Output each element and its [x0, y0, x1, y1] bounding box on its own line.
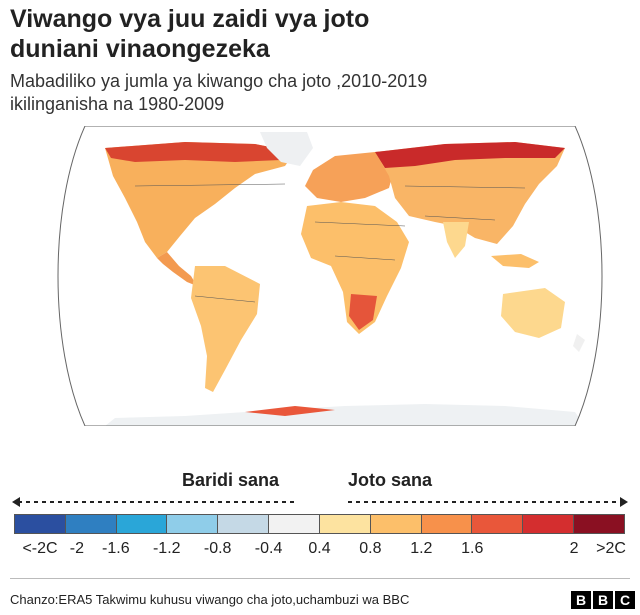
footer-divider [10, 578, 630, 579]
landmass-asia [375, 142, 565, 244]
legend-swatch [523, 515, 575, 533]
legend-swatch [116, 515, 168, 533]
legend-tick-label: -2 [69, 540, 85, 557]
landmass-africa [301, 202, 409, 334]
map-outline [57, 126, 603, 426]
world-temperature-map [57, 126, 603, 426]
legend-tick-label: 1.2 [410, 540, 433, 557]
legend-tick-label: 1.6 [461, 540, 484, 557]
landmass-southern-africa-hotspot [349, 294, 377, 330]
landmass-australia [501, 288, 565, 338]
legend-swatch [15, 515, 66, 533]
subtitle-line-1: Mabadiliko ya jumla ya kiwango cha joto … [10, 71, 428, 91]
legend-swatch [218, 515, 270, 533]
title-line-2: duniani vinaongezeka [10, 35, 270, 63]
country-borders [134, 183, 526, 303]
landmass-europe [305, 152, 395, 202]
landmass-india [443, 222, 469, 258]
legend-tick-label: -0.8 [203, 540, 232, 557]
legend-hot-label: Joto sana [348, 470, 433, 490]
legend-swatch [370, 515, 422, 533]
source-note: Chanzo:ERA5 Takwimu kuhusu viwango cha j… [10, 592, 410, 607]
legend-tick-labels: <-2C -2 -1.6 -1.2 -0.8 -0.4 0.4 0.8 1.2 1.6 2 >2C [0, 540, 640, 560]
landmass-north-america [105, 142, 295, 258]
landmass-new-zealand [573, 334, 585, 352]
bbc-logo-letter: C [615, 591, 635, 609]
legend-swatch [472, 515, 524, 533]
title-line-1: Viwango vya juu zaidi vya joto [10, 5, 370, 33]
legend-tick-label: 2 [569, 540, 579, 557]
legend-swatch [167, 515, 219, 533]
landmass-arctic-canada [105, 142, 295, 162]
landmass-greenland [260, 132, 313, 166]
legend-tick-label: >2C [596, 540, 626, 557]
bbc-logo-letter: B [571, 591, 591, 609]
legend-tick-label: 0.8 [359, 540, 382, 557]
landmass-central-america [157, 252, 197, 286]
landmass-antarctica-peninsula [245, 406, 335, 416]
landmass-se-asia [491, 254, 539, 268]
chart-subtitle: Mabadiliko ya jumla ya kiwango cha joto … [10, 70, 630, 116]
bbc-logo-letter: B [593, 591, 613, 609]
legend-arrows [12, 497, 628, 507]
legend-tick-label: -0.4 [254, 540, 283, 557]
legend-swatch [65, 515, 117, 533]
chart-title: Viwango vya juu zaidi vya joto duniani v… [10, 4, 630, 64]
legend-tick-label: -1.2 [152, 540, 181, 557]
legend-swatch [269, 515, 320, 533]
legend-color-scale [14, 514, 625, 534]
legend-tick-label: <-2C [22, 540, 58, 557]
subtitle-line-2: ikilinganisha na 1980-2009 [10, 94, 225, 114]
legend-swatch [421, 515, 473, 533]
legend-swatch [574, 515, 624, 533]
legend-tick-label: -1.6 [102, 540, 130, 557]
legend-swatch [319, 515, 371, 533]
legend-tick-label: 0.4 [308, 540, 331, 557]
legend-cold-label: Baridi sana [182, 470, 280, 490]
landmass-antarctica [105, 404, 585, 426]
landmass-siberia-hotspot [375, 142, 565, 168]
